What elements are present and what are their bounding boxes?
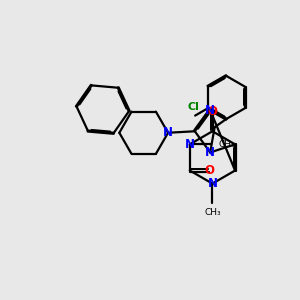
Text: N: N xyxy=(185,138,195,151)
Text: N: N xyxy=(207,177,218,190)
Text: Cl: Cl xyxy=(188,102,200,112)
Text: N: N xyxy=(205,146,215,159)
Text: N: N xyxy=(163,126,173,139)
Text: O: O xyxy=(204,164,214,177)
Text: CH₃: CH₃ xyxy=(204,208,221,217)
Text: CH₃: CH₃ xyxy=(219,140,236,149)
Text: N: N xyxy=(205,103,215,117)
Text: O: O xyxy=(207,106,218,118)
